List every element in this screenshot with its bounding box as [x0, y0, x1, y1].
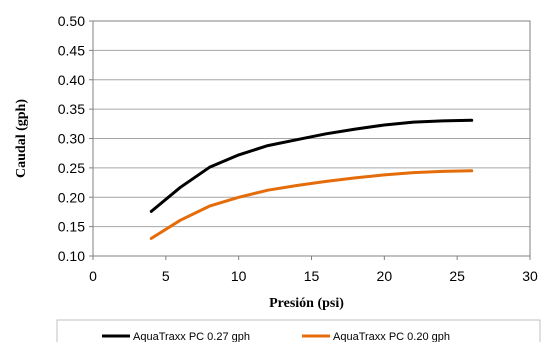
legend: AquaTraxx PC 0.27 gph AquaTraxx PC 0.20 g… [56, 319, 541, 347]
series-line-1 [149, 118, 474, 213]
x-tick-label: 15 [304, 268, 320, 284]
y-tick-label: 0.25 [58, 160, 85, 176]
x-axis-title: Presión (psi) [269, 296, 344, 311]
y-tick-label: 0.35 [58, 101, 85, 117]
y-tick-label: 0.45 [58, 42, 85, 58]
y-tick-label: 0.30 [58, 131, 85, 147]
y-tick-label: 0.20 [58, 189, 85, 205]
x-tick-label: 10 [231, 268, 247, 284]
legend-label-1: AquaTraxx PC 0.27 gph [133, 331, 250, 342]
y-tick-label: 0.10 [58, 248, 85, 264]
series-lines [149, 118, 474, 240]
x-tick-label: 20 [377, 268, 393, 284]
y-axis-title: Caudal (gph) [14, 99, 29, 178]
x-tick-label: 30 [522, 268, 538, 284]
x-tick-label: 5 [162, 268, 170, 284]
legend-label-2: AquaTraxx PC 0.20 gph [333, 331, 450, 342]
x-tick-label: 0 [89, 268, 97, 284]
series-line-2 [149, 169, 474, 240]
x-tick-label: 25 [449, 268, 465, 284]
x-axis-ticks: 0 5 10 15 20 25 30 [89, 256, 538, 284]
y-tick-label: 0.50 [58, 13, 85, 29]
y-axis-ticks: 0.10 0.15 0.20 0.25 0.30 0.35 0.40 0.45 0.50 [58, 13, 93, 264]
y-tick-label: 0.40 [58, 72, 85, 88]
y-tick-label: 0.15 [58, 219, 85, 235]
legend-box [56, 319, 541, 347]
gridlines [93, 20, 530, 257]
